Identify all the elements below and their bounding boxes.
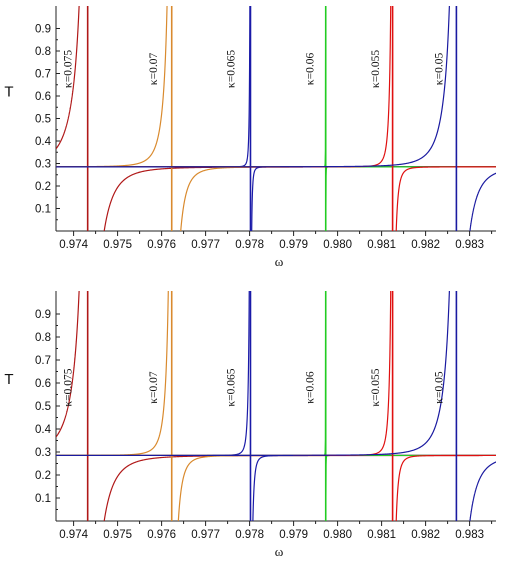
x-tick-label: 0.980	[323, 239, 352, 251]
series-left-branch	[56, 6, 327, 168]
y-tick-label: 0.6	[35, 378, 51, 390]
series-right-branch	[469, 461, 496, 521]
series-label: κ=0.075	[62, 368, 74, 406]
y-tick-label: 0.5	[35, 401, 51, 413]
x-tick-label: 0.974	[59, 239, 88, 251]
series-label: κ=0.07	[148, 371, 160, 404]
plot-area	[56, 6, 496, 231]
x-tick-label: 0.983	[455, 529, 484, 541]
y-tick-label: 0.9	[35, 24, 51, 36]
y-tick-label: 0.3	[35, 159, 51, 171]
chart-panel-bottom: 0.1 0.2 0.3 0.4 0.5 0.6 0.7 0.8 0.9 0.974 0.975 0.9…	[4, 291, 496, 559]
y-axis-label: T	[4, 371, 13, 388]
x-tick-label: 0.980	[323, 529, 352, 541]
chart-panel-top: 0.1 0.2 0.3 0.4 0.5 0.6 0.7 0.8 0.9 0.974 0.975 0.9…	[4, 6, 496, 269]
x-tick-label: 0.975	[103, 529, 132, 541]
y-tick-label: 0.2	[35, 181, 51, 193]
y-tick-label: 0.3	[35, 447, 51, 459]
series-left-branch	[56, 291, 169, 457]
y-tick-label: 0.9	[35, 309, 51, 321]
series-right-branch	[395, 454, 496, 521]
series-left-branch	[56, 291, 327, 457]
series-right-branch	[177, 454, 496, 521]
y-axis-label: T	[4, 84, 13, 101]
y-tick-label: 0.1	[35, 204, 51, 216]
x-tick-label: 0.979	[279, 239, 308, 251]
x-tick-label: 0.977	[191, 239, 220, 251]
x-tick-label: 0.978	[235, 529, 264, 541]
series-label: κ=0.05	[433, 371, 445, 404]
y-tick-label: 0.1	[35, 493, 51, 505]
x-tick-label: 0.976	[147, 239, 176, 251]
series-label: κ=0.05	[433, 53, 445, 86]
y-tick-label: 0.7	[35, 355, 51, 367]
x-tick-label: 0.977	[191, 529, 220, 541]
series-left-branch	[56, 291, 80, 438]
x-axis-label: ω	[275, 544, 284, 559]
series-label: κ=0.06	[304, 371, 316, 404]
y-tick-label: 0.8	[35, 332, 51, 344]
plot-area	[56, 291, 496, 521]
y-tick-label: 0.8	[35, 46, 51, 58]
x-axis-label: ω	[275, 254, 284, 269]
series-right-branch	[252, 454, 496, 521]
series-label: κ=0.07	[148, 53, 160, 86]
y-tick-label: 0.6	[35, 91, 51, 103]
series-right-branch	[469, 172, 496, 231]
y-tick-label: 0.4	[35, 136, 52, 148]
x-tick-label: 0.975	[103, 239, 132, 251]
series-left-branch	[56, 6, 450, 168]
series-right-branch	[395, 166, 496, 231]
x-tick-label: 0.982	[411, 529, 440, 541]
series-left-branch	[56, 291, 450, 457]
x-tick-label: 0.981	[367, 239, 396, 251]
y-tick-label: 0.2	[35, 470, 51, 482]
x-tick-label: 0.978	[235, 239, 264, 251]
x-tick-label: 0.981	[367, 529, 396, 541]
y-tick-label: 0.4	[35, 424, 52, 436]
series-right-branch	[180, 166, 496, 231]
y-tick-label: 0.5	[35, 114, 51, 126]
series-left-branch	[56, 6, 392, 168]
x-tick-label: 0.979	[279, 529, 308, 541]
series-right-branch	[251, 166, 496, 231]
x-tick-label: 0.983	[455, 239, 484, 251]
y-tick-label: 0.7	[35, 69, 51, 81]
series-label: κ=0.055	[370, 50, 382, 88]
series-left-branch	[56, 291, 392, 457]
series-label: κ=0.06	[304, 53, 316, 86]
x-tick-label: 0.976	[147, 529, 176, 541]
series-label: κ=0.055	[370, 368, 382, 406]
x-tick-label: 0.982	[411, 239, 440, 251]
series-label: κ=0.065	[226, 50, 238, 88]
series-left-branch	[56, 6, 80, 150]
x-tick-label: 0.974	[59, 529, 88, 541]
series-right-branch	[103, 166, 496, 231]
series-label: κ=0.065	[226, 368, 238, 406]
series-right-branch	[103, 454, 496, 521]
series-label: κ=0.075	[62, 50, 74, 88]
series-left-branch	[56, 291, 250, 457]
